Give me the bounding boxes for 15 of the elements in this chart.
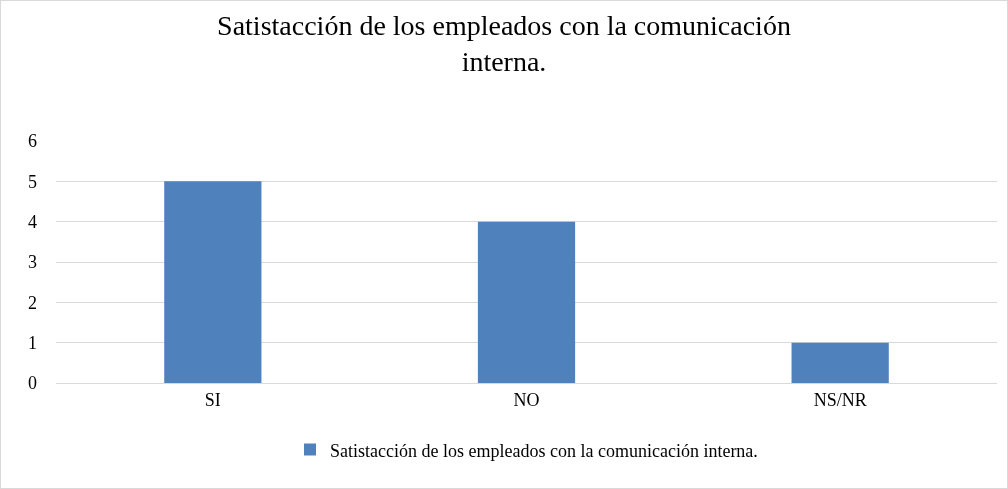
y-tick-label: 3: [28, 252, 37, 273]
bar: [164, 181, 262, 383]
x-tick-label: NS/NR: [813, 389, 867, 410]
bar: [791, 342, 889, 383]
x-tick-label: NO: [513, 389, 540, 410]
y-tick-label: 0: [28, 373, 37, 394]
y-tick-label: 6: [28, 131, 37, 152]
y-tick-label: 5: [28, 171, 37, 192]
x-tick-label: SI: [204, 389, 221, 410]
legend-label: Satistacción de los empleados con la comunicación interna.: [330, 440, 758, 461]
y-tick-label: 2: [28, 292, 37, 313]
y-tick-label: 4: [28, 211, 37, 232]
y-tick-label: 1: [28, 332, 37, 353]
chart-title: Satistacción de los empleados con la comunicación interna.: [217, 10, 791, 78]
bar: [477, 221, 576, 383]
